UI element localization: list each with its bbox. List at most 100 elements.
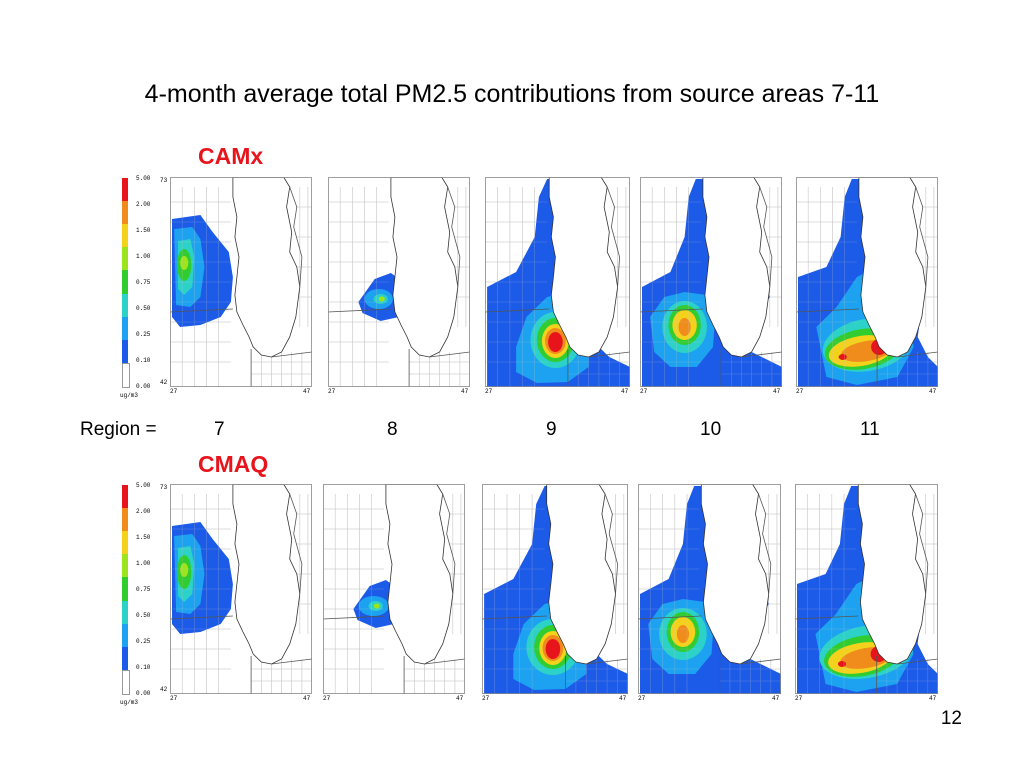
slide-title: 4-month average total PM2.5 contribution… [144, 80, 880, 108]
colorbar-tick-label: 2.00 [136, 508, 151, 515]
pm25-map [795, 484, 938, 694]
colorbar-tick-label: 1.50 [136, 227, 151, 234]
colorbar-swatch [122, 270, 128, 294]
colorbar-swatch [122, 577, 128, 601]
map-panel-camx-region-9: 27 47 [485, 177, 630, 397]
map-panel-camx-region-10: 27 47 [640, 177, 782, 397]
colorbar-swatch [122, 178, 128, 202]
map-panel-cmaq-region-10: 27 47 [638, 484, 781, 704]
colorbar-tick-label: 5.00 [136, 482, 151, 489]
axis-label-x-right: 47 [773, 388, 781, 395]
colorbar-cmaq: 5.00 2.00 1.50 1.00 0.75 0.50 0.25 0.10 0.00 ug/m… [120, 482, 168, 713]
axis-label-y-bottom: 42 [160, 686, 168, 693]
axis-label-x-right: 47 [929, 388, 937, 395]
lake-michigan [546, 484, 616, 665]
colorbar-swatch [122, 646, 128, 670]
axis-label-x-right: 47 [772, 695, 780, 702]
map-panel-cmaq-region-11: 27 47 [795, 484, 938, 704]
map-panel-cmaq-region-8: 27 47 [323, 484, 465, 704]
axis-label-x-left: 27 [170, 695, 178, 702]
axis-label-y-top: 73 [160, 484, 168, 491]
region-number-11: 11 [860, 419, 880, 440]
colorbar-swatch [122, 669, 130, 695]
colorbar-swatch [122, 600, 128, 624]
colorbar-tick-label: 0.75 [136, 586, 151, 593]
colorbar-tick-label: 0.10 [136, 664, 151, 671]
pm25-map [482, 484, 628, 694]
axis-label-y-top: 73 [160, 177, 168, 184]
region-number-9: 9 [546, 419, 557, 440]
colorbar-tick-label: 1.00 [136, 560, 151, 567]
axis-label-x-left: 27 [482, 695, 490, 702]
colorbar-swatch [122, 531, 128, 555]
pm25-map [638, 484, 781, 694]
map-panel-cmaq-region-9: 27 47 [482, 484, 628, 704]
axis-label-x-left: 27 [795, 695, 803, 702]
map-panel-camx-region-8: 27 47 [328, 177, 470, 397]
colorbar-tick-label: 0.50 [136, 612, 151, 619]
colorbar-tick-label: 0.75 [136, 279, 151, 286]
pm25-map [485, 177, 630, 387]
lake-michigan [857, 484, 927, 665]
colorbar-swatch [122, 201, 128, 225]
axis-label-x-right: 47 [929, 695, 937, 702]
axis-label-x-left: 27 [796, 388, 804, 395]
colorbar-tick-label: 0.00 [136, 690, 151, 697]
lake-michigan [858, 177, 927, 358]
axis-label-x-right: 47 [303, 695, 311, 702]
map-panel-cmaq-region-7: 27 47 73 42 [160, 484, 312, 704]
colorbar-swatch [122, 485, 128, 509]
axis-label-x-left: 27 [640, 388, 648, 395]
colorbar-camx: 5.00 2.00 1.50 1.00 0.75 0.50 0.25 0.10 0.00 ug/m… [120, 175, 168, 406]
pm25-map [796, 177, 938, 387]
lake-michigan [232, 177, 301, 358]
region-number-10: 10 [700, 419, 722, 440]
colorbar-swatch [122, 339, 128, 363]
lake-michigan [390, 177, 459, 358]
axis-label-x-right: 47 [619, 695, 627, 702]
model-label-cmaq: CMAQ [198, 451, 269, 477]
axis-label-x-right: 47 [461, 388, 469, 395]
axis-label-x-left: 27 [170, 388, 178, 395]
colorbar-swatch [122, 293, 128, 317]
map-panel-camx-region-7: 27 47 73 42 [160, 177, 312, 397]
axis-label-x-right: 47 [303, 388, 311, 395]
pm25-map [328, 177, 470, 387]
colorbar-tick-label: 1.00 [136, 253, 151, 260]
colorbar-swatch [122, 508, 128, 532]
colorbar-tick-label: 2.00 [136, 201, 151, 208]
map-panel-camx-region-11: 27 47 [796, 177, 938, 397]
page-number: 12 [940, 708, 962, 729]
colorbar-unit-label: ug/m3 [120, 392, 139, 399]
axis-label-x-right: 47 [456, 695, 464, 702]
lake-michigan [385, 484, 454, 665]
colorbar-swatch [122, 554, 128, 578]
axis-label-x-right: 47 [621, 388, 629, 395]
pm25-map [640, 177, 782, 387]
colorbar-tick-label: 0.25 [136, 331, 151, 338]
colorbar-tick-label: 1.50 [136, 534, 151, 541]
axis-label-y-bottom: 42 [160, 379, 168, 386]
region-number-8: 8 [387, 419, 398, 440]
colorbar-swatch [122, 362, 130, 388]
pm25-map [170, 177, 312, 387]
colorbar-swatch [122, 623, 128, 647]
colorbar-swatch [122, 247, 128, 271]
lake-michigan [548, 177, 619, 358]
lake-michigan [232, 484, 301, 665]
model-label-camx: CAMx [198, 143, 264, 169]
colorbar-swatch [122, 224, 128, 248]
colorbar-tick-label: 5.00 [136, 175, 151, 182]
colorbar-tick-label: 0.25 [136, 638, 151, 645]
pm25-map [323, 484, 465, 694]
region-label: Region = [80, 419, 157, 440]
lake-michigan [700, 484, 770, 665]
colorbar-tick-label: 0.50 [136, 305, 151, 312]
colorbar-tick-label: 0.00 [136, 383, 151, 390]
pm25-map [170, 484, 312, 694]
axis-label-x-left: 27 [328, 388, 336, 395]
axis-label-x-left: 27 [323, 695, 331, 702]
region-number-7: 7 [214, 419, 225, 440]
colorbar-swatch [122, 316, 128, 340]
axis-label-x-left: 27 [638, 695, 646, 702]
